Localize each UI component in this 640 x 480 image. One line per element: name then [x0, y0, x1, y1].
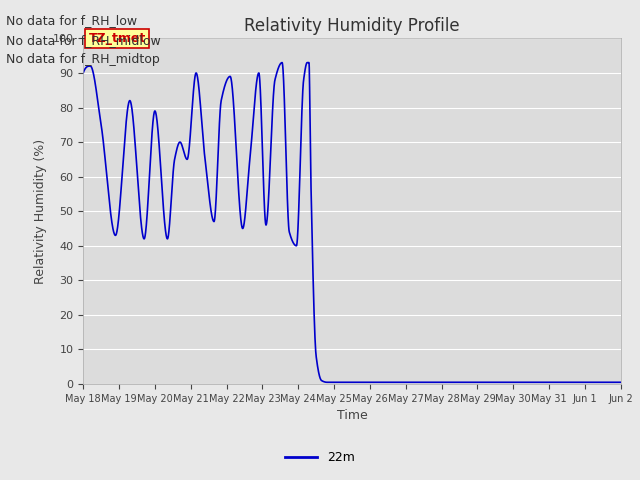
Text: No data for f_RH_midlow: No data for f_RH_midlow	[6, 34, 161, 47]
Title: Relativity Humidity Profile: Relativity Humidity Profile	[244, 17, 460, 36]
Text: No data for f_RH_low: No data for f_RH_low	[6, 14, 138, 27]
X-axis label: Time: Time	[337, 409, 367, 422]
Legend: 22m: 22m	[280, 446, 360, 469]
Text: No data for f_RH_midtop: No data for f_RH_midtop	[6, 53, 160, 66]
Text: TZ_tmet: TZ_tmet	[88, 32, 146, 45]
Y-axis label: Relativity Humidity (%): Relativity Humidity (%)	[34, 139, 47, 284]
